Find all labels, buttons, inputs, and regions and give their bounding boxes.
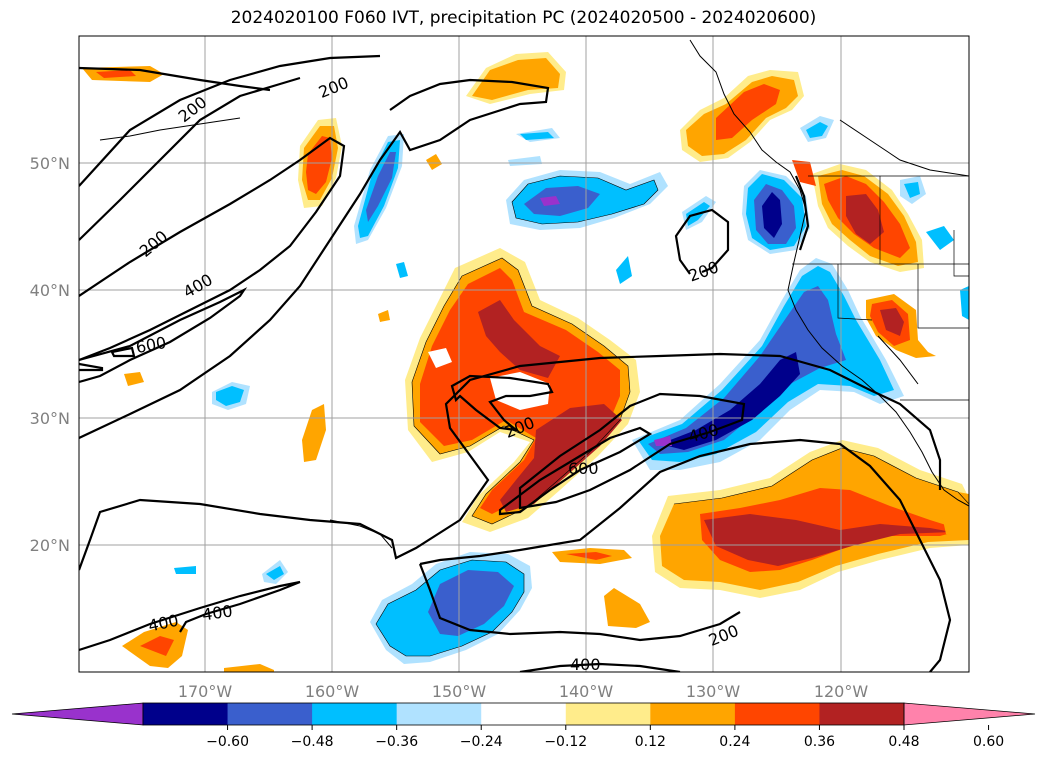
colorbar-tick-label: −0.36 xyxy=(375,734,418,750)
colorbar: −0.60 −0.48 −0.36 −0.24 −0.12 0.12 0.24 0.36 0.4… xyxy=(11,702,1036,750)
positive-anomaly-shading xyxy=(82,52,969,672)
colorbar-segment xyxy=(481,703,567,725)
colorbar-segment xyxy=(565,703,651,725)
colorbar-tick-label: −0.12 xyxy=(544,734,587,750)
colorbar-tick-label: −0.48 xyxy=(291,734,334,750)
colorbar-tick-label: 0.48 xyxy=(888,734,919,750)
shading-outlines xyxy=(375,175,969,657)
contour-label: 600 xyxy=(568,459,599,478)
lat-label: 30°N xyxy=(30,409,70,428)
colorbar-tick-label: 0.12 xyxy=(635,734,666,750)
colorbar-extension-high xyxy=(903,702,1036,726)
colorbar-tick-label: −0.24 xyxy=(460,734,503,750)
colorbar-segment xyxy=(819,703,905,725)
colorbar-frame xyxy=(142,702,905,726)
plot-frame xyxy=(78,35,970,673)
colorbar-segment xyxy=(143,703,229,725)
contour-label: 400 xyxy=(570,655,601,674)
negative-anomaly-shading xyxy=(174,116,969,664)
coastline xyxy=(99,39,969,549)
colorbar-segment xyxy=(312,703,398,725)
colorbar-segment xyxy=(650,703,736,725)
colorbar-segment xyxy=(227,703,313,725)
colorbar-tick-label: 0.24 xyxy=(719,734,750,750)
lon-label: 130°W xyxy=(686,682,741,701)
colorbar-segment xyxy=(396,703,482,725)
longitude-axis: 170°W 160°W 150°W 140°W 130°W 120°W xyxy=(178,682,869,701)
lat-label: 40°N xyxy=(30,281,70,300)
colorbar-tick-label: 0.36 xyxy=(804,734,835,750)
lat-label: 50°N xyxy=(30,154,70,173)
lon-label: 170°W xyxy=(178,682,233,701)
colorbar-extension-low xyxy=(11,702,144,726)
colorbar-tick-label: −0.60 xyxy=(206,734,249,750)
latitude-axis: 50°N 40°N 30°N 20°N xyxy=(30,154,70,555)
contour-label: 400 xyxy=(201,601,234,624)
lon-label: 150°W xyxy=(432,682,487,701)
lon-label: 120°W xyxy=(814,682,869,701)
lon-label: 140°W xyxy=(559,682,614,701)
colorbar-segment xyxy=(734,703,820,725)
lat-label: 20°N xyxy=(30,536,70,555)
ivt-contours xyxy=(79,54,952,672)
colorbar-tick-label: 0.60 xyxy=(973,734,1004,750)
borders xyxy=(792,175,969,401)
lon-label: 160°W xyxy=(305,682,360,701)
map-plot-area xyxy=(79,36,969,672)
map-title: 2024020100 F060 IVT, precipitation PC (2… xyxy=(230,8,817,28)
